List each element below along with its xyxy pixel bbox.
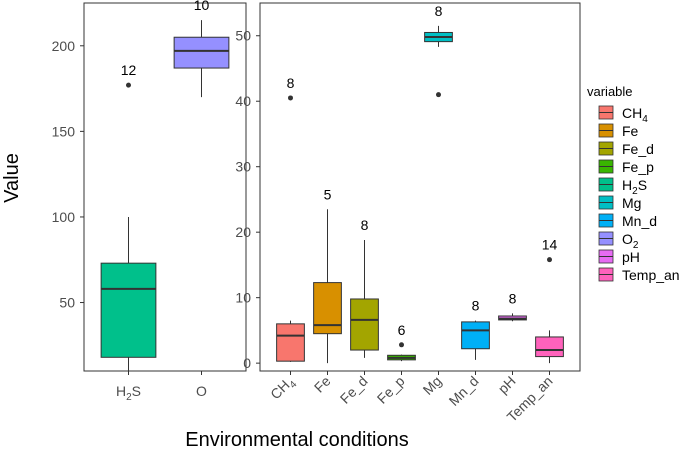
outlier-point bbox=[547, 257, 552, 263]
count-label: 12 bbox=[121, 62, 137, 78]
outlier-point bbox=[288, 95, 293, 101]
legend-item: H2S bbox=[598, 177, 647, 197]
legend-item: Mg bbox=[598, 195, 641, 211]
legend-title: variable bbox=[587, 84, 633, 99]
legend-item: Fe_p bbox=[598, 159, 654, 175]
x-tick-label: O bbox=[196, 383, 207, 399]
y-tick-label: 10 bbox=[235, 290, 251, 306]
y-tick-label: 30 bbox=[235, 159, 251, 175]
x-tick-label: CH4 bbox=[267, 372, 300, 405]
x-tick-label: pH bbox=[495, 373, 519, 397]
outlier-point bbox=[436, 92, 441, 98]
count-label: 14 bbox=[542, 237, 558, 253]
legend-label: Fe_p bbox=[622, 159, 654, 175]
count-label: 6 bbox=[398, 322, 406, 338]
y-tick-label: 0 bbox=[243, 355, 251, 371]
legend-label: Fe_d bbox=[622, 141, 654, 157]
legend-item: Temp_an bbox=[598, 267, 680, 283]
legend-item: pH bbox=[598, 249, 640, 265]
box-Temp_an bbox=[535, 336, 564, 358]
y-tick-label: 100 bbox=[52, 209, 76, 225]
legend-item: Fe_d bbox=[598, 141, 654, 157]
x-tick-label: Fe bbox=[311, 373, 334, 396]
box-Mn_d bbox=[461, 321, 490, 350]
legend-label: O2 bbox=[622, 231, 639, 251]
legend-label: Mn_d bbox=[622, 213, 657, 229]
panel-border bbox=[259, 2, 581, 372]
box-Fe_d bbox=[350, 298, 379, 351]
outlier-point bbox=[399, 342, 404, 348]
x-tick-label: Mn_d bbox=[446, 373, 482, 409]
x-tick-label: H2S bbox=[116, 383, 141, 403]
count-label: 8 bbox=[509, 290, 517, 306]
panels: 50 100 150 200 12 H2S 10 O 0 10 20 30 40 50 8 CH4 5 Fe 8 Fe… bbox=[52, 0, 581, 425]
panel-left: 50 100 150 200 12 H2S 10 O bbox=[52, 0, 247, 403]
legend-label: Mg bbox=[622, 195, 641, 211]
legend-item: Mn_d bbox=[598, 213, 657, 229]
count-label: 8 bbox=[435, 3, 443, 19]
legend-label: pH bbox=[622, 249, 640, 265]
legend-label: Temp_an bbox=[622, 267, 680, 283]
box-H2S bbox=[100, 262, 157, 358]
y-axis-title: Value bbox=[1, 153, 23, 203]
count-label: 5 bbox=[324, 186, 332, 202]
box-O bbox=[173, 36, 230, 69]
outlier-point bbox=[126, 82, 131, 88]
x-axis-title: Environmental conditions bbox=[185, 429, 408, 449]
legend-item: CH4 bbox=[598, 105, 648, 125]
y-tick-label: 150 bbox=[52, 123, 76, 139]
x-tick-label: Fe_p bbox=[374, 373, 408, 407]
y-tick-label: 20 bbox=[235, 224, 251, 240]
legend-label: CH4 bbox=[622, 105, 648, 125]
y-tick-label: 40 bbox=[235, 93, 251, 109]
y-tick-label: 50 bbox=[235, 28, 251, 44]
count-label: 8 bbox=[361, 217, 369, 233]
x-tick-label: Mg bbox=[420, 373, 445, 398]
legend-item: O2 bbox=[598, 231, 639, 251]
panel-right: 0 10 20 30 40 50 8 CH4 5 Fe 8 Fe_d 6 Fe_p 8 Mg 8 Mn_d 8 pH 1… bbox=[235, 2, 581, 425]
box-CH4 bbox=[276, 323, 305, 362]
x-tick-label: Fe_d bbox=[337, 373, 371, 407]
legend-label: Fe bbox=[622, 123, 639, 139]
legend-item: Fe bbox=[598, 123, 639, 139]
y-tick-label: 200 bbox=[52, 38, 76, 54]
count-label: 8 bbox=[287, 75, 295, 91]
legend-label: H2S bbox=[622, 177, 647, 197]
y-tick-label: 50 bbox=[59, 295, 75, 311]
count-label: 10 bbox=[194, 0, 210, 13]
count-label: 8 bbox=[472, 298, 480, 314]
